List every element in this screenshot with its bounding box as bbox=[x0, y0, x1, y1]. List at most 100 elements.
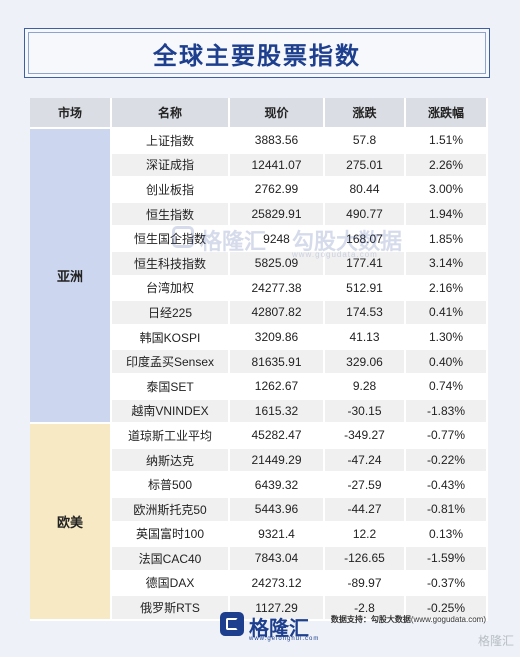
index-name: 韩国KOSPI bbox=[112, 325, 230, 351]
index-name: 纳斯达克 bbox=[112, 448, 230, 474]
index-change-pct: 0.41% bbox=[406, 301, 488, 326]
index-price: 25829.91 bbox=[230, 202, 325, 228]
table-row: 恒生国企指数 9248 168.07 1.85% bbox=[30, 227, 488, 252]
table-row: 俄罗斯RTS 1127.29 -2.8 -0.25% bbox=[30, 596, 488, 621]
table-row: 欧美 道琼斯工业平均 45282.47 -349.27 -0.77% bbox=[30, 424, 488, 621]
index-change-pct: -0.43% bbox=[406, 473, 488, 498]
index-change-pct: 2.26% bbox=[406, 153, 488, 179]
index-name: 印度孟买Sensex bbox=[112, 350, 230, 375]
index-change: -2.8 bbox=[325, 596, 406, 621]
index-name: 日经225 bbox=[112, 301, 230, 326]
index-name: 恒生指数 bbox=[112, 202, 230, 228]
index-name: 越南VNINDEX bbox=[112, 399, 230, 425]
table-row: 泰国SET 1262.67 9.28 0.74% bbox=[30, 374, 488, 400]
index-change-pct: -0.37% bbox=[406, 571, 488, 597]
table-row: 韩国KOSPI 3209.86 41.13 1.30% bbox=[30, 325, 488, 351]
index-change: -349.27 bbox=[325, 424, 406, 449]
index-change: 512.91 bbox=[325, 276, 406, 302]
index-name: 上证指数 bbox=[112, 129, 230, 154]
index-change-pct: 2.16% bbox=[406, 276, 488, 302]
index-name: 道琼斯工业平均 bbox=[112, 424, 230, 449]
index-change: 12.2 bbox=[325, 522, 406, 548]
index-change-pct: -0.77% bbox=[406, 424, 488, 449]
index-price: 5443.96 bbox=[230, 497, 325, 523]
index-change-pct: 0.74% bbox=[406, 374, 488, 400]
index-change: 57.8 bbox=[325, 129, 406, 154]
header-price: 现价 bbox=[230, 98, 325, 129]
data-source: 数据支持：勾股大数据(www.gogudata.com) bbox=[331, 614, 486, 625]
table-row: 纳斯达克 21449.29 -47.24 -0.22% bbox=[30, 448, 488, 474]
index-name: 深证成指 bbox=[112, 153, 230, 179]
index-price: 24277.38 bbox=[230, 276, 325, 302]
index-change: 9.28 bbox=[325, 374, 406, 400]
header-market: 市场 bbox=[30, 98, 112, 129]
index-price: 2762.99 bbox=[230, 178, 325, 203]
index-change: -47.24 bbox=[325, 448, 406, 474]
index-change: 174.53 bbox=[325, 301, 406, 326]
index-name: 标普500 bbox=[112, 473, 230, 498]
index-change: 80.44 bbox=[325, 178, 406, 203]
index-price: 3209.86 bbox=[230, 325, 325, 351]
index-change-pct: -0.22% bbox=[406, 448, 488, 474]
table-row: 深证成指 12441.07 275.01 2.26% bbox=[30, 153, 488, 179]
table-row: 台湾加权 24277.38 512.91 2.16% bbox=[30, 276, 488, 302]
index-name: 法国CAC40 bbox=[112, 547, 230, 572]
index-change-pct: -1.59% bbox=[406, 547, 488, 572]
index-change-pct: 0.40% bbox=[406, 350, 488, 375]
header-name: 名称 bbox=[112, 98, 230, 129]
index-name: 恒生国企指数 bbox=[112, 227, 230, 252]
table-row: 创业板指 2762.99 80.44 3.00% bbox=[30, 178, 488, 203]
footer-logo: 格隆汇 www.gelonghui.com bbox=[220, 612, 340, 642]
brand-logo-icon bbox=[220, 612, 244, 636]
table-row: 德国DAX 24273.12 -89.97 -0.37% bbox=[30, 571, 488, 597]
table-row: 标普500 6439.32 -27.59 -0.43% bbox=[30, 473, 488, 498]
index-change-pct: -1.83% bbox=[406, 399, 488, 425]
index-change-pct: 1.85% bbox=[406, 227, 488, 252]
index-price: 9321.4 bbox=[230, 522, 325, 548]
index-change-pct: -0.25% bbox=[406, 596, 488, 621]
index-change: -27.59 bbox=[325, 473, 406, 498]
brand-logo-url: www.gelonghui.com bbox=[249, 636, 320, 642]
index-change-pct: -0.81% bbox=[406, 497, 488, 523]
index-name: 英国富时100 bbox=[112, 522, 230, 548]
index-name: 德国DAX bbox=[112, 571, 230, 597]
source-url: (www.gogudata.com) bbox=[410, 615, 486, 624]
index-price: 24273.12 bbox=[230, 571, 325, 597]
index-name: 台湾加权 bbox=[112, 276, 230, 302]
source-label: 数据支持： bbox=[330, 615, 371, 624]
table-row: 日经225 42807.82 174.53 0.41% bbox=[30, 301, 488, 326]
corner-watermark: 格隆汇 bbox=[477, 634, 514, 648]
page-title: 全球主要股票指数 bbox=[153, 42, 361, 70]
index-price: 45282.47 bbox=[230, 424, 325, 449]
region-asia: 亚洲 bbox=[30, 129, 112, 425]
index-change-pct: 1.94% bbox=[406, 202, 488, 228]
index-change: -30.15 bbox=[325, 399, 406, 425]
index-price: 81635.91 bbox=[230, 350, 325, 375]
index-table: 市场 名称 现价 涨跌 涨跌幅 亚洲 上证指数 3883.56 57.8 1.51% 深证… bbox=[30, 98, 488, 621]
index-change: -44.27 bbox=[325, 497, 406, 523]
source-name: 勾股大数据 bbox=[370, 615, 411, 624]
index-price: 21449.29 bbox=[230, 448, 325, 474]
header-change-pct: 涨跌幅 bbox=[406, 98, 488, 129]
table-row: 恒生指数 25829.91 490.77 1.94% bbox=[30, 202, 488, 228]
index-change: 168.07 bbox=[325, 227, 406, 252]
index-name: 泰国SET bbox=[112, 374, 230, 400]
index-price: 1615.32 bbox=[230, 399, 325, 425]
title-box: 全球主要股票指数 bbox=[24, 28, 490, 78]
index-price: 12441.07 bbox=[230, 153, 325, 179]
table-row: 恒生科技指数 5825.09 177.41 3.14% bbox=[30, 251, 488, 277]
index-change-pct: 3.00% bbox=[406, 178, 488, 203]
index-change: -126.65 bbox=[325, 547, 406, 572]
index-change: 177.41 bbox=[325, 251, 406, 277]
index-change-pct: 1.51% bbox=[406, 129, 488, 154]
index-change-pct: 3.14% bbox=[406, 251, 488, 277]
index-change: -89.97 bbox=[325, 571, 406, 597]
table-body: 亚洲 上证指数 3883.56 57.8 1.51% 深证成指 12441.07 275.01… bbox=[30, 129, 488, 621]
region-europe-america: 欧美 bbox=[30, 424, 112, 621]
brand-logo-text: 格隆汇 bbox=[249, 618, 309, 640]
index-change: 275.01 bbox=[325, 153, 406, 179]
index-name: 俄罗斯RTS bbox=[112, 596, 230, 621]
index-name: 欧洲斯托克50 bbox=[112, 497, 230, 523]
index-change-pct: 1.30% bbox=[406, 325, 488, 351]
index-change: 490.77 bbox=[325, 202, 406, 228]
